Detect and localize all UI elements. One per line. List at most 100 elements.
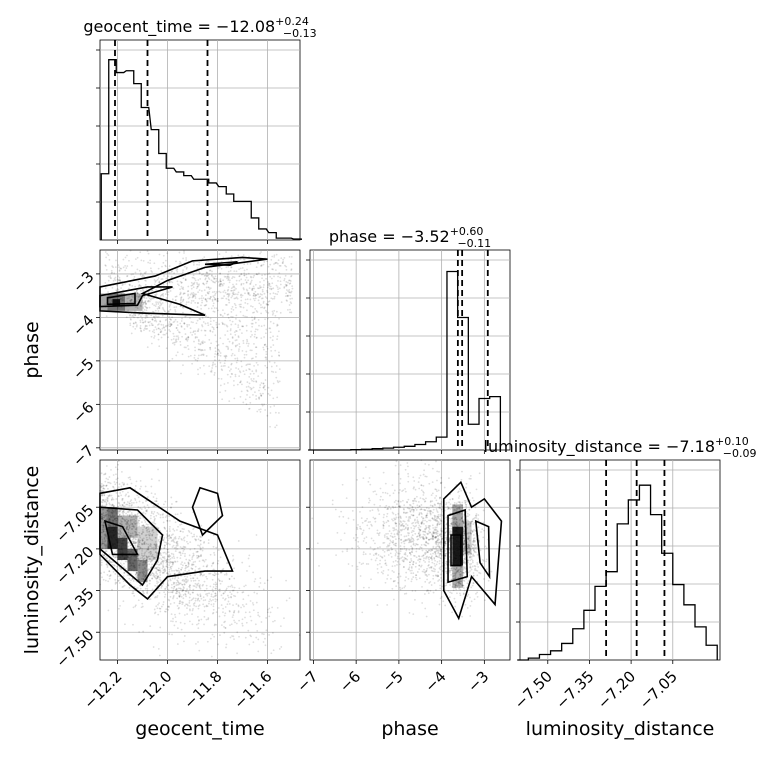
ld-vs-geocent-time-scatter-point bbox=[205, 575, 208, 578]
ld-vs-geocent-time-scatter-point bbox=[151, 563, 153, 566]
phase-vs-geocent-time-scatter-point bbox=[279, 265, 282, 267]
ld-vs-geocent-time-scatter-point bbox=[144, 485, 147, 488]
ld-vs-geocent-time-scatter-point bbox=[188, 602, 191, 604]
ld-vs-geocent-time-scatter-point bbox=[168, 515, 171, 518]
phase-vs-geocent-time-scatter-point bbox=[134, 310, 136, 313]
ld-vs-geocent-time-scatter-point bbox=[158, 591, 161, 594]
phase-vs-geocent-time-scatter-point bbox=[136, 289, 138, 292]
ld-vs-phase-scatter-point bbox=[454, 601, 457, 604]
ld-vs-geocent-time-scatter-point bbox=[222, 597, 224, 599]
phase-vs-geocent-time-scatter-point bbox=[145, 306, 147, 309]
ld-vs-geocent-time-scatter-point bbox=[233, 577, 236, 580]
phase-vs-geocent-time-scatter-point bbox=[209, 317, 212, 320]
phase-vs-geocent-time-scatter-point bbox=[269, 275, 272, 278]
ld-vs-geocent-time-scatter-point bbox=[171, 591, 174, 593]
ld-vs-geocent-time-scatter-point bbox=[165, 561, 168, 564]
phase-vs-geocent-time-scatter-point bbox=[276, 338, 278, 341]
ld-vs-geocent-time-scatter-point bbox=[134, 530, 136, 533]
phase-vs-geocent-time-scatter-point bbox=[115, 259, 117, 262]
ld-vs-geocent-time-scatter-point bbox=[146, 548, 148, 551]
ld-vs-geocent-time-scatter-point bbox=[157, 581, 160, 584]
ld-vs-phase-scatter-point bbox=[470, 568, 473, 571]
phase-vs-geocent-time-scatter-point bbox=[214, 363, 216, 366]
ld-vs-geocent-time-scatter-point bbox=[107, 478, 109, 481]
phase-vs-geocent-time-scatter-point bbox=[201, 325, 204, 328]
ld-vs-phase-scatter-point bbox=[396, 560, 399, 563]
phase-vs-geocent-time-scatter-point bbox=[168, 315, 171, 318]
phase-vs-geocent-time-scatter-point bbox=[265, 350, 268, 353]
phase-vs-geocent-time-scatter-point bbox=[252, 294, 255, 297]
ld-vs-geocent-time-scatter-point bbox=[133, 537, 135, 540]
phase-vs-geocent-time-scatter-point bbox=[237, 335, 240, 338]
phase-vs-geocent-time-scatter-point bbox=[276, 335, 279, 338]
phase-vs-geocent-time-scatter-point bbox=[274, 269, 277, 272]
phase-vs-geocent-time-scatter-point bbox=[238, 275, 241, 278]
phase-vs-geocent-time-scatter-point bbox=[219, 272, 221, 275]
phase-vs-geocent-time-scatter-point bbox=[159, 320, 162, 323]
ld-vs-geocent-time-scatter-point bbox=[152, 557, 155, 560]
phase-vs-geocent-time-scatter-point bbox=[224, 355, 227, 358]
ld-vs-geocent-time-scatter-point bbox=[142, 564, 145, 566]
phase-vs-geocent-time-scatter-point bbox=[252, 285, 255, 288]
phase-vs-geocent-time-scatter-point bbox=[255, 273, 258, 276]
phase-vs-geocent-time-scatter-point bbox=[278, 264, 281, 267]
ld-vs-phase-scatter-point bbox=[478, 472, 481, 475]
ld-vs-geocent-time-scatter-point bbox=[166, 535, 169, 538]
ld-vs-geocent-time-scatter-point bbox=[192, 561, 195, 564]
phase-vs-geocent-time-scatter-point bbox=[211, 330, 214, 333]
ld-vs-geocent-time-scatter-point bbox=[205, 618, 208, 621]
phase-vs-geocent-time-scatter-point bbox=[194, 297, 197, 299]
ld-vs-geocent-time-scatter-point bbox=[188, 586, 191, 589]
ld-vs-geocent-time-scatter-point bbox=[128, 586, 131, 589]
phase-vs-geocent-time-scatter-point bbox=[184, 279, 187, 282]
phase-vs-geocent-time-scatter-point bbox=[252, 372, 255, 375]
ld-vs-geocent-time-scatter-point bbox=[136, 576, 139, 579]
ld-vs-phase-scatter-point bbox=[331, 499, 334, 502]
ld-vs-geocent-time-scatter-point bbox=[192, 552, 195, 555]
ld-vs-phase-scatter-point bbox=[427, 525, 430, 527]
ld-vs-geocent-time-scatter-point bbox=[137, 557, 140, 560]
ld-vs-geocent-time-scatter-point bbox=[196, 550, 199, 553]
phase-vs-geocent-time-scatter-point bbox=[173, 341, 176, 344]
phase-vs-geocent-time-scatter-point bbox=[200, 304, 202, 307]
phase-vs-geocent-time-scatter-point bbox=[213, 307, 216, 309]
ld-vs-geocent-time-scatter-point bbox=[151, 577, 154, 580]
phase-vs-geocent-time-scatter-point bbox=[209, 296, 212, 298]
ld-vs-geocent-time-scatter-point bbox=[117, 486, 120, 489]
phase-vs-geocent-time-scatter-point bbox=[147, 321, 150, 324]
ld-vs-geocent-time-scatter-point bbox=[105, 501, 108, 504]
phase-vs-geocent-time-scatter-point bbox=[231, 373, 234, 376]
ld-vs-geocent-time-scatter-point bbox=[203, 610, 206, 612]
phase-vs-geocent-time-scatter-point bbox=[243, 272, 246, 275]
phase-vs-geocent-time-scatter-point bbox=[226, 345, 229, 348]
ld-vs-geocent-time-scatter-point bbox=[123, 502, 126, 504]
phase-vs-geocent-time-scatter-point bbox=[220, 377, 223, 380]
phase-vs-geocent-time-scatter-point bbox=[231, 342, 234, 345]
ld-vs-geocent-time-scatter-point bbox=[198, 555, 200, 558]
ld-vs-geocent-time-scatter-point bbox=[156, 607, 159, 610]
phase-vs-geocent-time-scatter-point bbox=[264, 364, 267, 367]
phase-vs-geocent-time-scatter-point bbox=[214, 292, 217, 295]
ld-vs-geocent-time-scatter-point bbox=[243, 605, 245, 608]
phase-vs-geocent-time-scatter-point bbox=[245, 281, 248, 283]
phase-vs-geocent-time-scatter-point bbox=[201, 324, 203, 326]
phase-vs-geocent-time-scatter-point bbox=[249, 282, 252, 285]
ld-vs-geocent-time-scatter-point bbox=[197, 607, 200, 610]
ld-vs-geocent-time-scatter-point bbox=[181, 583, 183, 586]
phase-vs-geocent-time-scatter-point bbox=[172, 287, 175, 290]
ld-vs-geocent-time-scatter-point bbox=[160, 558, 163, 561]
ld-vs-geocent-time-scatter-point bbox=[165, 560, 168, 563]
ld-vs-geocent-time-scatter-point bbox=[262, 633, 265, 636]
ld-vs-geocent-time-scatter-point bbox=[202, 596, 205, 599]
phase-vs-geocent-time-scatter-point bbox=[290, 274, 293, 277]
phase-vs-geocent-time-scatter-point bbox=[173, 272, 176, 275]
ld-vs-phase-scatter-point bbox=[438, 470, 440, 473]
phase-vs-geocent-time-scatter-point bbox=[221, 323, 224, 325]
ld-vs-geocent-time-scatter-point bbox=[164, 500, 167, 503]
phase-vs-geocent-time-scatter-point bbox=[158, 280, 161, 283]
ld-vs-geocent-time-scatter-point bbox=[135, 541, 138, 544]
phase-vs-geocent-time-scatter-point bbox=[225, 354, 227, 357]
ld-vs-geocent-time-scatter-point bbox=[151, 588, 154, 591]
ld-vs-geocent-time-scatter-point bbox=[121, 499, 124, 502]
ld-vs-phase-scatter-point bbox=[435, 563, 438, 566]
